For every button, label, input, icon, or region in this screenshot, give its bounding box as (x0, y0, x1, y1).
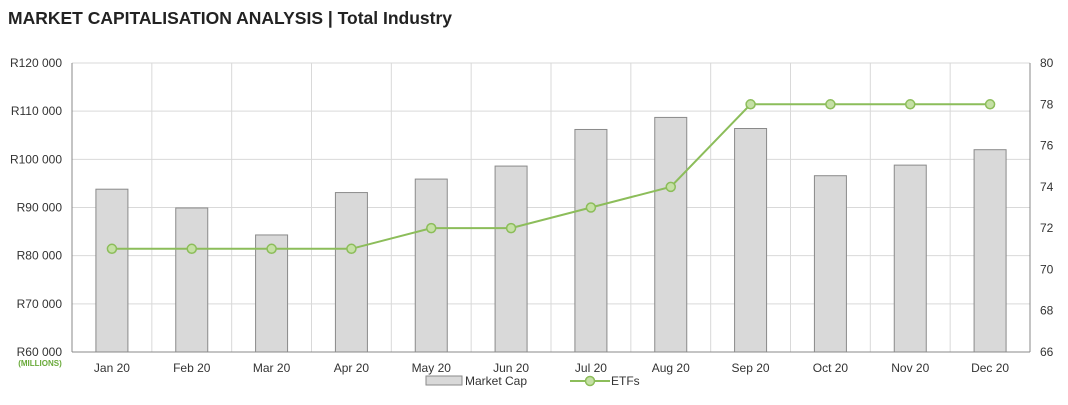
gridlines (71, 62, 1031, 353)
line-point (984, 99, 996, 110)
y-right-tick-label: 74 (1040, 180, 1054, 194)
bar (973, 149, 1007, 353)
bar (734, 128, 768, 353)
x-tick-label: Jun 20 (493, 361, 529, 375)
bar (255, 234, 289, 353)
y-left-tick-label: R120 000 (10, 56, 62, 70)
etfs-line-series (106, 99, 996, 255)
legend-etfs-marker (584, 375, 596, 387)
line-point (505, 222, 517, 234)
bar (95, 188, 129, 353)
bar (414, 178, 448, 353)
etfs-line (111, 103, 991, 250)
legend-market-cap-swatch (425, 375, 463, 386)
bar (893, 164, 927, 353)
x-tick-label: Oct 20 (813, 361, 849, 375)
y-right-tick-label: 76 (1040, 139, 1054, 153)
line-point (825, 99, 836, 110)
line-point (905, 99, 916, 110)
chart-title: MARKET CAPITALISATION ANALYSIS | Total I… (8, 8, 453, 28)
bar (813, 175, 847, 353)
x-tick-label: Jan 20 (94, 361, 130, 375)
line-point (665, 181, 676, 193)
bar (574, 128, 608, 353)
line-point (106, 243, 118, 255)
x-tick-label: Mar 20 (253, 361, 291, 375)
y-right-tick-label: 72 (1040, 221, 1054, 235)
legend-market-cap-label: Market Cap (465, 374, 527, 388)
y-axis-units-label: (MILLIONS) (18, 359, 62, 368)
x-tick-label: Jul 20 (575, 361, 607, 375)
x-tick-label: Aug 20 (652, 361, 690, 375)
bar (494, 165, 528, 353)
line-point (346, 243, 357, 255)
market-cap-bars (95, 116, 1007, 353)
line-point (585, 202, 597, 213)
legend-etfs-label: ETFs (611, 374, 640, 388)
y-left-tick-label: R70 000 (17, 297, 63, 311)
y-right-tick-label: 68 (1040, 304, 1054, 318)
y-right-tick-label: 78 (1040, 97, 1054, 111)
y-left-tick-label: R110 000 (11, 104, 62, 118)
x-tick-label: Sep 20 (732, 361, 770, 375)
y-left-tick-label: R60 000 (17, 345, 63, 359)
line-point (426, 222, 437, 234)
x-tick-label: Dec 20 (971, 361, 1009, 375)
y-right-tick-label: 66 (1040, 345, 1054, 359)
line-point (186, 243, 197, 255)
x-tick-label: Apr 20 (334, 361, 370, 375)
axes: R60 000 R70 000 R80 000 R90 000 R100 000 R110… (10, 56, 1054, 375)
bar (334, 192, 368, 353)
line-point (745, 99, 756, 110)
y-left-tick-label: R90 000 (17, 201, 63, 215)
y-left-tick-label: R100 000 (10, 152, 62, 166)
x-tick-label: Nov 20 (891, 361, 929, 375)
y-left-tick-label: R80 000 (17, 249, 63, 263)
y-right-tick-label: 80 (1040, 56, 1054, 70)
y-right-tick-label: 70 (1040, 262, 1054, 276)
bar (654, 116, 688, 353)
x-tick-label: May 20 (412, 361, 452, 375)
bar (175, 207, 209, 353)
x-tick-label: Feb 20 (173, 361, 211, 375)
legend: Market Cap ETFs (425, 374, 640, 388)
line-point (266, 243, 277, 255)
